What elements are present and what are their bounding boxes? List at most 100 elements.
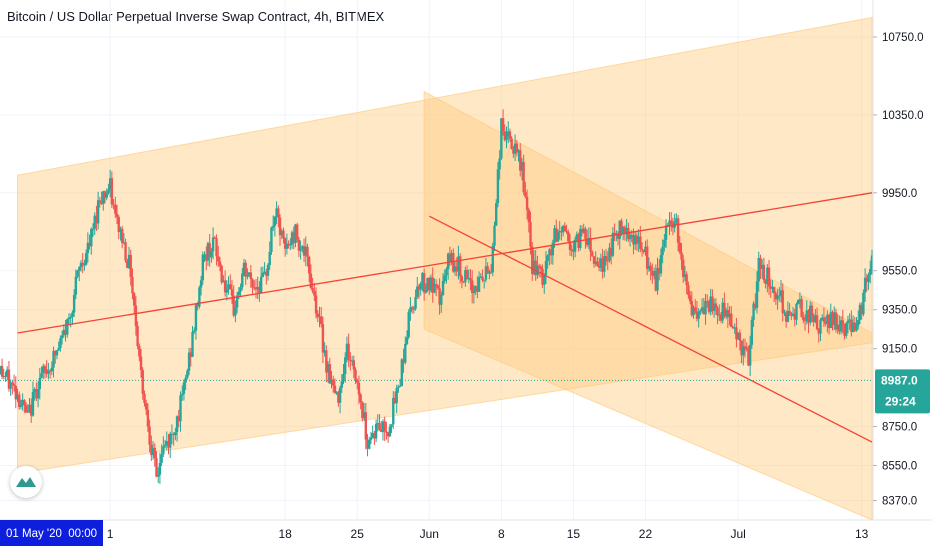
candle-body-438	[747, 349, 750, 366]
candle-body-347	[591, 251, 594, 257]
candle-body-141	[237, 291, 241, 296]
candle-body-86	[143, 393, 146, 403]
candle-body-35	[55, 350, 59, 356]
candle-body-2	[0, 365, 2, 375]
candle-body-436	[743, 346, 747, 348]
candle-body-132	[222, 280, 225, 283]
candle-body-307	[522, 161, 525, 193]
candle-body-165	[278, 217, 282, 236]
candle-body-375	[639, 236, 642, 249]
candle-body-291	[495, 203, 498, 226]
candle-body-60	[98, 200, 102, 202]
candle-body-201	[340, 381, 343, 388]
candle-body-160	[270, 227, 273, 252]
candle-body-499	[851, 322, 855, 332]
candle-body-420	[716, 307, 719, 316]
candle-body-429	[731, 327, 735, 329]
candle-body-22	[33, 389, 36, 392]
candle-body-333	[567, 231, 570, 242]
candle-body-14	[19, 404, 23, 407]
candle-body-370	[630, 234, 633, 238]
candle-body-183	[309, 273, 313, 288]
candle-body-403	[687, 285, 690, 296]
candle-body-360	[613, 232, 616, 235]
candle-body-250	[424, 290, 428, 293]
candle-body-457	[779, 290, 783, 296]
candle-body-380	[647, 265, 651, 269]
price-tick-label-5: 9150.0	[882, 344, 917, 356]
candle-body-96	[160, 454, 163, 463]
candle-body-331	[563, 225, 567, 231]
candle-body-213	[361, 402, 364, 419]
channels	[17, 16, 873, 521]
candle-body-426	[726, 310, 730, 318]
candle-body-134	[225, 289, 229, 293]
candle-body-373	[635, 235, 639, 244]
candle-body-223	[378, 423, 381, 430]
candle-body-176	[297, 239, 301, 251]
candle-body-157	[265, 271, 268, 276]
chart-title: Bitcoin / US Dollar Perpetual Inverse Sw…	[7, 9, 385, 24]
candle-body-359	[611, 232, 615, 256]
candle-body-501	[855, 325, 858, 331]
candle-body-217	[368, 439, 371, 449]
candle-body-8	[9, 382, 12, 389]
candle-body-151	[254, 287, 258, 290]
candle-body-397	[676, 218, 680, 243]
candle-body-177	[299, 248, 302, 251]
candle-body-353	[601, 258, 604, 272]
candle-body-25	[38, 377, 42, 390]
candle-body-28	[43, 366, 47, 370]
candle-body-172	[290, 232, 294, 245]
tradingview-logo-icon[interactable]	[10, 466, 42, 498]
candle-body-319	[543, 274, 546, 285]
candle-body-37	[59, 338, 62, 349]
candle-body-237	[402, 359, 405, 363]
candle-body-419	[714, 303, 718, 308]
candle-body-139	[234, 307, 237, 316]
candle-body-297	[505, 136, 508, 141]
candle-body-328	[558, 231, 561, 233]
candle-body-69	[114, 204, 117, 214]
candle-body-327	[556, 231, 560, 242]
candle-body-48	[78, 267, 81, 271]
candle-body-214	[362, 412, 366, 419]
candle-body-508	[867, 274, 870, 282]
candle-body-3	[0, 365, 4, 377]
candle-body-425	[724, 310, 728, 317]
candle-body-252	[428, 278, 431, 291]
candle-body-278	[472, 290, 476, 294]
candle-body-13	[18, 394, 21, 407]
candle-body-113	[189, 352, 192, 357]
candle-body-361	[615, 233, 618, 235]
candle-body-461	[786, 311, 790, 322]
time-tick-label-4: 8	[498, 527, 505, 541]
candle-body-454	[774, 293, 778, 300]
candle-body-244	[414, 296, 417, 309]
candle-body-267	[453, 266, 457, 272]
candle-body-482	[822, 317, 826, 322]
candle-body-222	[376, 423, 380, 425]
candle-body-52	[84, 253, 88, 265]
candle-body-411	[700, 307, 704, 311]
candle-body-161	[271, 225, 275, 228]
candle-body-264	[448, 253, 452, 263]
candle-body-379	[646, 246, 649, 269]
candle-body-498	[850, 319, 853, 332]
candle-body-422	[719, 314, 723, 321]
candle-body-281	[477, 277, 481, 292]
candle-body-470	[802, 317, 805, 321]
candle-body-441	[752, 303, 755, 320]
candle-body-39	[62, 329, 66, 336]
candle-body-235	[398, 385, 402, 387]
candle-body-377	[642, 249, 645, 253]
candle-body-262	[445, 269, 448, 276]
candle-body-34	[54, 351, 57, 356]
candle-body-408	[695, 311, 699, 319]
candle-body-371	[632, 234, 635, 245]
candle-body-433	[738, 332, 742, 341]
candle-body-255	[433, 284, 436, 293]
time-tick-label-3: Jun	[420, 527, 439, 541]
candle-body-421	[718, 314, 721, 316]
